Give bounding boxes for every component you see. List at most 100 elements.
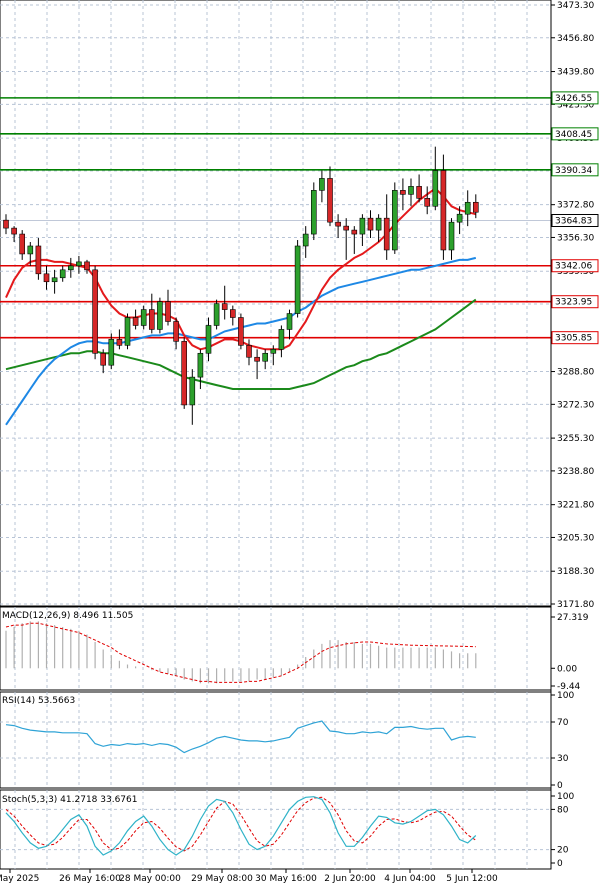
rsi-tick-label: 70 [557,718,569,728]
candle-body [472,201,479,213]
candle-body [286,313,293,330]
price-tick-label: 3456.80 [557,34,594,44]
candle-body [448,221,455,251]
candle-body [319,178,325,191]
macd-signal-line [5,622,476,683]
candle-body [11,227,17,235]
candle-body [327,178,333,223]
price-tick-label: 3372.80 [557,201,594,211]
stoch-tick-label: 0 [557,859,563,869]
candle-body [238,317,244,346]
x-axis-label: 29 May 08:00 [191,874,253,884]
price-tick-label: 3171.80 [557,600,594,610]
candle-body [416,186,422,199]
x-axis-label: 5 Jun 12:00 [446,874,498,884]
candle-body [221,303,228,310]
candle-body [100,352,106,366]
candle-body [213,303,220,326]
resistance-level-tag-box [551,127,599,141]
candle-body [432,170,439,207]
candle-body [302,233,309,247]
price-tick-label: 3188.30 [557,567,594,577]
macd-label: MACD(12,26,9) 8.496 11.505 [2,611,133,621]
candle-body [262,352,269,362]
candle-body [132,317,139,326]
support-level-tag-box [551,331,599,345]
panel-frame-price [0,0,552,607]
candle-body [335,221,341,227]
candle-body [35,245,42,275]
support-level-tag: 3323.95 [555,298,592,308]
candle-body [246,345,252,358]
resistance-level-tag-box [551,163,599,177]
rsi-tick-label: 30 [557,754,569,764]
x-axis-label: 30 May 16:00 [255,874,317,884]
candle-body [400,190,406,195]
candle-body [173,321,179,342]
candle-body [59,269,66,279]
resistance-level-tag-box [551,91,599,105]
candle-body [375,217,382,231]
candle-body [359,217,366,235]
candle-body [27,245,34,255]
stoch-tick-label: 80 [557,805,569,815]
rsi-label: RSI(14) 53.5663 [2,696,75,706]
candle-body [76,261,82,267]
candle-body [197,352,204,378]
candle-body [43,273,50,283]
current-price-tag: 3364.83 [555,217,592,227]
price-tick-label: 3221.80 [557,501,594,511]
support-level-tag-box [551,295,599,309]
candle-body [278,329,285,350]
stoch-tick-label: 20 [557,846,569,856]
macd-tick-label: 0.00 [557,664,577,674]
candle-body [440,170,447,251]
price-tick-label: 3205.30 [557,533,594,543]
candle-body [157,301,163,330]
candle-body [68,265,74,271]
candle-body [19,233,26,255]
price-tick-label: 3288.80 [557,368,594,378]
candle-body [294,245,301,314]
candle-body [84,261,90,271]
candle-body [165,301,171,322]
candle-body [310,190,317,235]
rsi-line [5,720,476,754]
price-tick-label: 3423.30 [557,100,594,110]
macd-tick-label: -9.44 [557,682,581,692]
price-tick-label: 3439.80 [557,68,594,78]
candle-body [456,213,463,223]
price-tick-label: 3255.30 [557,434,594,444]
panel-frame-macd [0,606,552,691]
candle-body [51,277,58,283]
stoch-k-line [5,796,477,856]
x-axis-label: 4 Jun 04:00 [384,874,436,884]
candle-body [464,201,471,215]
ema-slow-line [5,298,477,390]
stoch-tick-label: 100 [557,792,574,802]
candle-body [205,325,212,354]
candle-body [367,217,374,231]
candle-body [351,229,358,235]
resistance-level-tag: 3426.55 [555,94,592,104]
support-level-tag: 3305.85 [555,334,592,344]
candle-body [92,269,98,354]
current-price-tag-box [551,214,599,228]
candle-body [230,309,236,318]
price-tick-label: 3473.30 [557,1,594,11]
x-axis-label: 26 May 16:00 [59,874,121,884]
stoch-label: Stoch(5,3,3) 41.2718 33.6761 [2,795,137,805]
resistance-level-tag: 3390.34 [555,166,592,176]
candle-body [181,341,187,406]
support-level-tag: 3342.06 [555,262,592,272]
price-tick-label: 3272.30 [557,400,594,410]
candle-body [116,339,123,346]
candle-body [270,349,277,354]
candle-body [343,225,350,231]
support-level-tag-box [551,259,599,273]
rsi-tick-label: 0 [557,781,563,791]
x-axis-label: 28 May 00:00 [119,874,181,884]
x-axis-label: 2 Jun 20:00 [324,874,376,884]
candle-body [140,309,147,326]
